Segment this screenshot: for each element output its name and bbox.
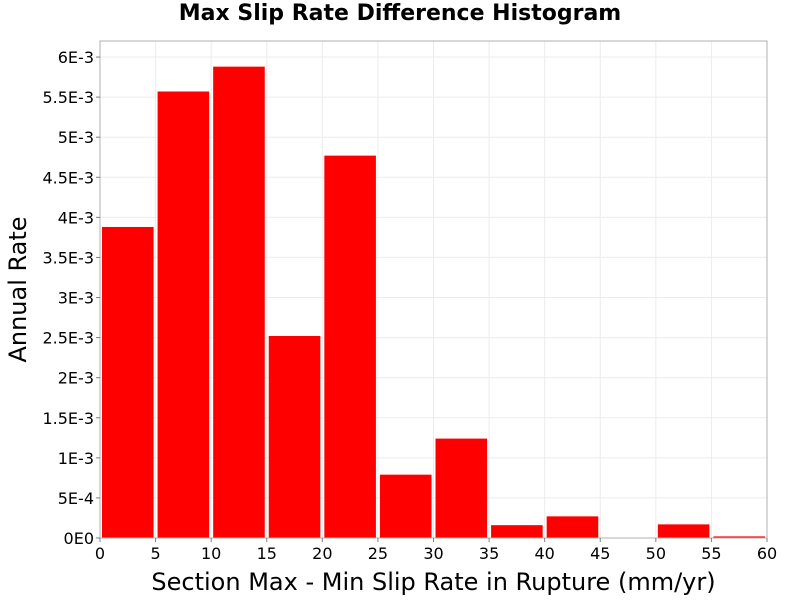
- x-tick-label: 30: [423, 544, 443, 563]
- histogram-bar-5: [379, 474, 432, 538]
- y-tick-label: 4.5E-3: [42, 168, 94, 187]
- x-tick-label: 60: [757, 544, 777, 563]
- y-tick-label: 3.5E-3: [42, 248, 94, 267]
- chart-title: Max Slip Rate Difference Histogram: [178, 1, 622, 26]
- histogram-bar-4: [324, 155, 376, 538]
- y-tick-label: 2E-3: [58, 369, 94, 388]
- y-axis-label: Annual Rate: [4, 216, 32, 362]
- histogram-bar-6: [435, 438, 488, 538]
- y-tick-label: 5E-4: [58, 489, 94, 508]
- histogram-bar-0: [102, 226, 154, 539]
- y-tick-label: 0E0: [64, 529, 94, 548]
- histogram-bar-3: [268, 335, 321, 538]
- x-tick-label: 55: [701, 544, 721, 563]
- x-tick-label: 10: [201, 544, 221, 563]
- x-axis-ticks: 0 5 10 15 20 25 30 35 40 45 50 55 60: [95, 538, 777, 563]
- histogram-bar-2: [213, 66, 265, 538]
- x-tick-label: 40: [534, 544, 554, 563]
- histogram-bar-7: [491, 525, 543, 538]
- x-tick-label: 35: [479, 544, 499, 563]
- y-tick-label: 1E-3: [58, 449, 94, 468]
- grid-lines: [99, 41, 768, 539]
- y-tick-label: 1.5E-3: [42, 409, 94, 428]
- y-tick-label: 2.5E-3: [42, 329, 94, 348]
- y-axis-ticks: 0E0 5E-4 1E-3 1.5E-3 2E-3 2.5E-3 3E-3 3.5E-3 4E-…: [42, 48, 100, 548]
- y-tick-label: 3E-3: [58, 289, 94, 308]
- histogram-bar-11: [713, 536, 765, 538]
- y-tick-label: 5E-3: [58, 128, 94, 147]
- histogram-bar-1: [157, 91, 210, 538]
- x-tick-label: 0: [95, 544, 105, 563]
- x-tick-label: 45: [590, 544, 610, 563]
- x-tick-label: 5: [150, 544, 160, 563]
- x-tick-label: 20: [312, 544, 332, 563]
- y-tick-label: 5.5E-3: [42, 88, 94, 107]
- histogram-bar-8: [546, 516, 599, 538]
- x-tick-label: 50: [646, 544, 666, 563]
- x-tick-label: 15: [257, 544, 277, 563]
- x-axis-label: Section Max - Min Slip Rate in Rupture (…: [151, 568, 715, 596]
- histogram-bar-10: [657, 524, 710, 538]
- bars: [102, 66, 765, 539]
- y-tick-label: 6E-3: [58, 48, 94, 67]
- x-tick-label: 25: [368, 544, 388, 563]
- y-tick-label: 4E-3: [58, 208, 94, 227]
